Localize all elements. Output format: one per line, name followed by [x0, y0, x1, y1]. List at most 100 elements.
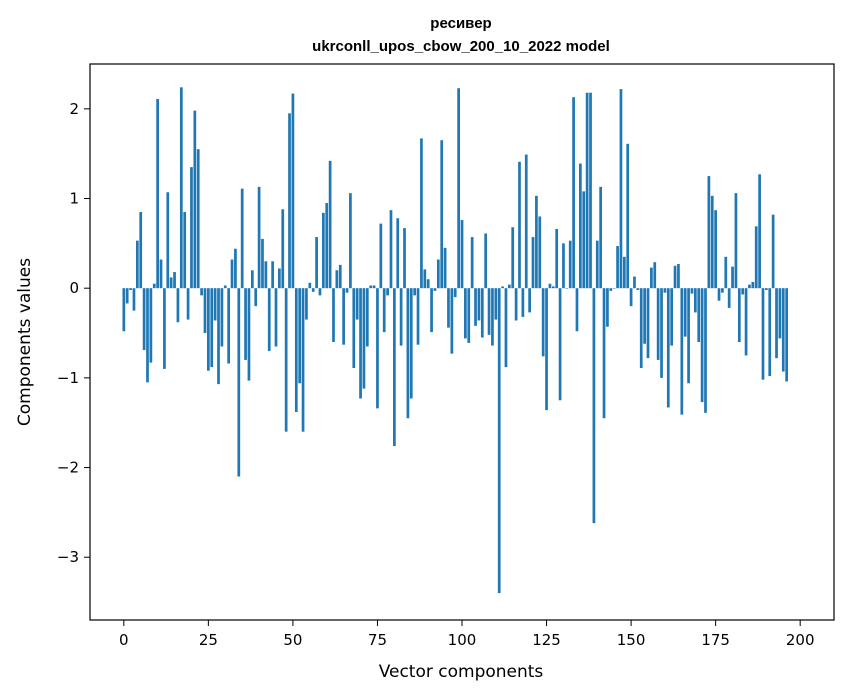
bar: [639, 288, 643, 368]
bar: [643, 288, 646, 344]
bar: [602, 288, 606, 419]
y-tick-label: 1: [69, 190, 79, 208]
bar: [234, 248, 237, 289]
plot-frame: [89, 63, 835, 621]
bar: [670, 288, 674, 346]
bar: [781, 288, 785, 372]
bar: [724, 256, 728, 289]
bar: [528, 288, 531, 313]
x-axis-ticks: 0 25 50 75 100 125 150 175 200: [119, 620, 815, 649]
bar: [393, 288, 396, 447]
bar: [193, 110, 197, 289]
bar: [562, 243, 565, 289]
bar: [349, 193, 352, 289]
bar: [365, 288, 369, 347]
bar: [524, 154, 528, 289]
bar: [169, 277, 173, 289]
bar: [328, 160, 332, 289]
bar: [389, 210, 393, 289]
bar: [761, 288, 765, 380]
bar: [379, 223, 383, 289]
bar: [179, 87, 183, 289]
bar: [423, 269, 427, 289]
bar: [386, 288, 389, 296]
chart-subtitle: ukrconll_upos_cbow_200_10_2022 model: [312, 38, 610, 55]
bar: [778, 288, 782, 339]
bar: [626, 143, 630, 289]
bar: [768, 288, 772, 377]
bar: [430, 288, 433, 333]
bar: [447, 288, 450, 328]
bar: [342, 288, 345, 345]
bar: [491, 288, 494, 346]
bar: [545, 288, 548, 411]
bar: [629, 288, 633, 307]
bar: [707, 176, 711, 289]
bar: [585, 92, 589, 289]
bar: [382, 288, 386, 333]
bar: [464, 288, 467, 339]
bar: [396, 218, 400, 289]
bar: [142, 288, 146, 351]
bar: [501, 286, 504, 289]
bar: [369, 285, 373, 289]
bar: [609, 288, 613, 291]
bar: [497, 288, 501, 594]
bar: [687, 288, 690, 384]
bar: [521, 288, 525, 317]
bar: [213, 288, 217, 321]
x-tick-label: 75: [368, 631, 387, 649]
bar: [278, 268, 281, 289]
bar: [173, 272, 176, 289]
bar: [487, 288, 491, 335]
bar: [325, 203, 329, 289]
bar: [281, 209, 285, 289]
bar: [467, 288, 471, 343]
y-tick-label: −3: [57, 548, 79, 566]
bar: [653, 262, 657, 289]
bar: [426, 279, 430, 289]
bar: [650, 267, 653, 289]
bar: [592, 288, 596, 524]
bar: [700, 288, 704, 403]
bar: [436, 259, 440, 289]
x-tick-label: 175: [701, 631, 730, 649]
bar: [480, 288, 484, 338]
bar: [457, 88, 460, 289]
x-axis-label: Vector components: [379, 662, 544, 682]
bar: [460, 220, 464, 289]
bar: [754, 226, 758, 289]
x-tick-label: 25: [199, 631, 218, 649]
bar: [203, 288, 207, 334]
bar: [220, 288, 224, 347]
y-axis-label: Components values: [15, 258, 35, 426]
bar: [663, 288, 667, 293]
bar: [758, 174, 761, 289]
bar: [548, 283, 552, 289]
bar: [677, 263, 680, 289]
bar: [690, 288, 694, 294]
bar: [207, 288, 210, 371]
bar: [622, 256, 626, 289]
bar: [683, 288, 687, 337]
bar: [264, 261, 268, 289]
bar: [616, 246, 619, 289]
bar: [335, 270, 339, 289]
bar: [125, 288, 129, 304]
bar: [163, 288, 166, 369]
bar: [274, 288, 278, 347]
bar: [693, 288, 697, 313]
bar: [240, 188, 244, 289]
bar: [291, 93, 295, 289]
x-tick-label: 150: [617, 631, 646, 649]
bar: [572, 97, 575, 289]
bar: [734, 193, 738, 289]
bar: [450, 288, 454, 354]
bar: [132, 288, 136, 311]
bar: [294, 288, 298, 412]
bar: [190, 167, 193, 289]
x-tick-label: 200: [786, 631, 815, 649]
bar: [149, 288, 153, 363]
bar: [267, 288, 271, 351]
